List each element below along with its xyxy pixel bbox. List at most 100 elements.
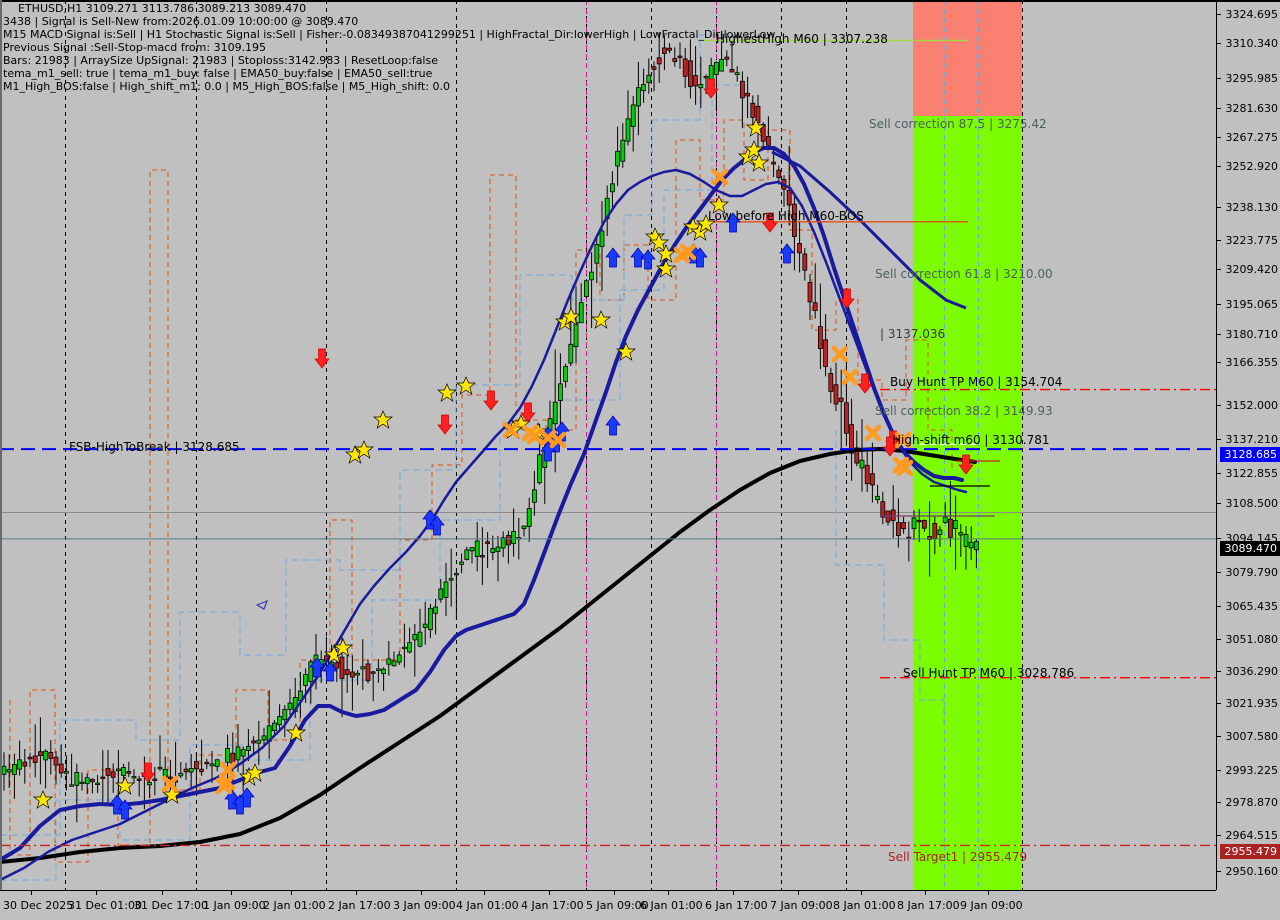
candle-body	[620, 139, 626, 162]
sell-arrow-icon	[839, 288, 855, 309]
candle-body	[864, 464, 870, 485]
candle-body	[729, 69, 735, 73]
candle-body	[636, 87, 641, 107]
cross-marker-icon	[894, 431, 912, 449]
sell-arrow-icon	[857, 373, 873, 394]
candle-body	[381, 668, 387, 675]
candle-body	[22, 761, 28, 767]
price-tick-label-5: 3252.920	[1225, 160, 1279, 173]
price-tick-label-0: 3324.695	[1225, 8, 1279, 21]
price-tick-mark	[1216, 108, 1221, 109]
candle-body	[745, 92, 750, 97]
star-marker	[456, 376, 476, 395]
candle-body	[490, 548, 496, 553]
price-tick-mark	[1216, 405, 1221, 406]
candle-body	[875, 495, 880, 500]
star-marker	[373, 410, 393, 429]
candle-body	[469, 547, 475, 552]
candle-body	[464, 549, 470, 560]
candle-body	[672, 58, 678, 62]
candle-body	[199, 768, 205, 772]
candle-body	[552, 401, 558, 425]
current-price-badge[interactable]: 3089.470	[1219, 541, 1280, 556]
candle-body	[240, 749, 246, 757]
price-tick-mark	[1216, 736, 1221, 737]
price-tick-mark	[1216, 137, 1221, 138]
price-tick-mark	[1216, 606, 1221, 607]
price-tick-label-14: 3122.855	[1225, 467, 1279, 480]
candle-body	[662, 47, 667, 54]
time-axis[interactable]: 30 Dec 2025 31 Dec 01:00 31 Dec 17:00 1 Jan…	[0, 890, 1280, 920]
price-tick-label-18: 3065.435	[1225, 600, 1279, 613]
candle-body	[386, 658, 392, 665]
price-tick-mark	[1216, 802, 1221, 803]
candle-body	[698, 83, 704, 89]
candle-body	[688, 60, 693, 87]
star-marker	[437, 383, 457, 402]
price-tick-label-22: 3007.580	[1225, 730, 1279, 743]
annotation-sell-correction-382: Sell correction 38.2 | 3149.93	[875, 404, 1053, 418]
candle-body	[849, 424, 854, 454]
price-tick-label-3: 3281.630	[1225, 102, 1279, 115]
candle-body	[823, 339, 828, 367]
candle-body	[344, 669, 350, 675]
price-tick-mark	[1216, 207, 1221, 208]
candle-body	[485, 541, 491, 545]
candle-body	[589, 271, 594, 281]
cross-marker-icon	[864, 424, 882, 442]
annotation-sell-hunt-tp-m60: Sell Hunt TP M60 | 3028.786	[903, 666, 1075, 680]
header-line-6: M1_High_BOS:false | High_shift_m1: 0.0 |…	[3, 80, 451, 93]
time-tick-label-13: 8 Jan 01:00	[833, 899, 896, 912]
candle-body	[927, 536, 932, 540]
time-tick-label-4: 2 Jan 01:00	[263, 899, 326, 912]
candle-body	[271, 722, 277, 732]
price-tick-mark	[1216, 166, 1221, 167]
candle-body	[453, 572, 459, 576]
buy-arrow-icon	[725, 212, 741, 233]
candle-body	[427, 607, 433, 631]
candle-body	[615, 150, 620, 167]
bid-price-badge[interactable]: 3128.685	[1219, 447, 1280, 462]
candle-body	[646, 74, 652, 84]
candle-body	[968, 541, 974, 549]
price-tick-label-11: 3166.355	[1225, 356, 1279, 369]
price-axis-separator	[1216, 0, 1217, 890]
buy-arrow-icon	[322, 661, 338, 682]
price-axis[interactable]: 3324.695 3310.340 3295.985 3281.630 3267.275…	[1216, 0, 1280, 900]
price-tick-label-16: 3094.145	[1225, 532, 1279, 545]
time-tick-label-7: 4 Jan 01:00	[456, 899, 519, 912]
sell-target-badge[interactable]: 2955.479	[1219, 844, 1280, 859]
candle-body	[131, 776, 137, 779]
candle-body	[896, 522, 901, 536]
chart-plot-area[interactable]: HighestHigh M60 | 3307.238 Sell correctio…	[0, 0, 1216, 890]
candle-body	[479, 555, 485, 558]
candle-body	[630, 104, 636, 127]
candle-body	[511, 531, 517, 545]
candle-body	[677, 55, 683, 58]
candle-body	[116, 768, 121, 772]
candle-body	[365, 663, 371, 682]
header-line-2: M15 MACD Signal is:Sell | H1 Stochastic …	[3, 28, 776, 41]
price-tick-label-25: 2964.515	[1225, 829, 1279, 842]
annotation-price-3137: | 3137.036	[880, 327, 946, 341]
time-tick-label-8: 4 Jan 17:00	[521, 899, 584, 912]
candle-body	[974, 541, 979, 551]
candle-body	[110, 771, 116, 778]
candle-body	[126, 771, 132, 774]
price-tick-mark	[1216, 78, 1221, 79]
sell-zone-red	[913, 0, 1022, 116]
candle-body	[157, 766, 163, 770]
annotation-high-shift-m60: High-shift m60 | 3130.781	[892, 433, 1050, 447]
candle-body	[214, 759, 220, 767]
candle-body	[64, 770, 69, 774]
candle-body	[32, 755, 38, 763]
candle-body	[948, 518, 953, 538]
candle-body	[786, 190, 792, 206]
candle-body	[235, 746, 241, 761]
candle-body	[245, 746, 251, 751]
buy-arrow-icon	[554, 421, 570, 442]
candle-body	[375, 668, 381, 671]
candle-body	[526, 508, 532, 527]
price-tick-label-7: 3223.775	[1225, 234, 1279, 247]
